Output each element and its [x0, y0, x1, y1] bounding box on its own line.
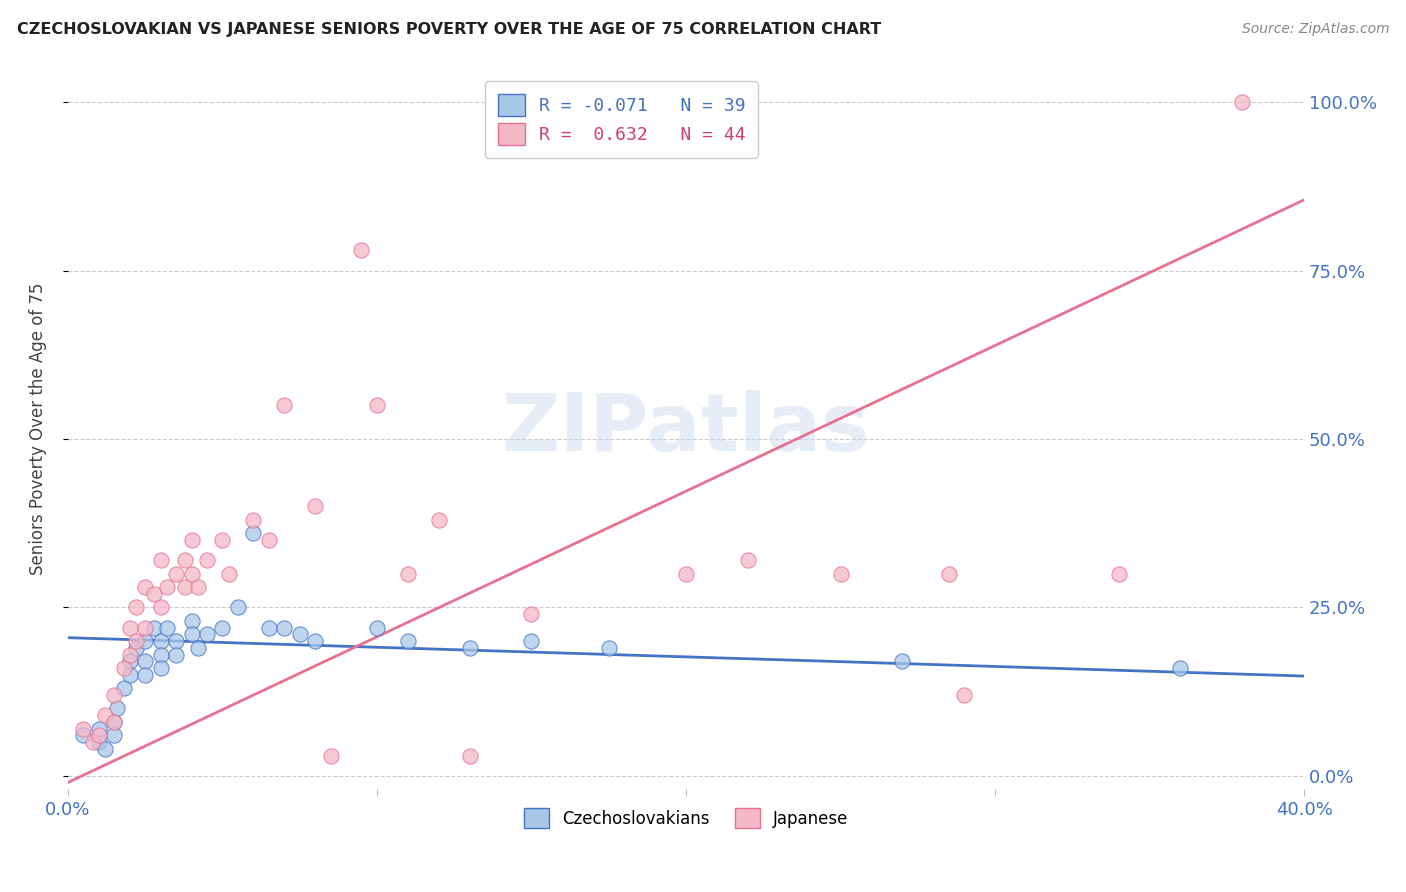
Point [103, 688, 125, 702]
Point [1232, 95, 1254, 110]
Point [396, 566, 419, 581]
Point [180, 566, 202, 581]
Text: CZECHOSLOVAKIAN VS JAPANESE SENIORS POVERTY OVER THE AGE OF 75 CORRELATION CHART: CZECHOSLOVAKIAN VS JAPANESE SENIORS POVE… [17, 22, 882, 37]
Point [520, 634, 543, 648]
Point [112, 661, 135, 675]
Point [257, 533, 280, 547]
Point [458, 748, 481, 763]
Point [165, 634, 187, 648]
Point [953, 688, 976, 702]
Point [304, 634, 326, 648]
Point [288, 627, 311, 641]
Point [165, 648, 187, 662]
Point [598, 640, 620, 655]
Point [72, 728, 94, 742]
Point [242, 513, 264, 527]
Y-axis label: Seniors Poverty Over the Age of 75: Seniors Poverty Over the Age of 75 [30, 283, 46, 575]
Point [118, 654, 141, 668]
Point [103, 714, 125, 729]
Point [195, 627, 218, 641]
Point [72, 722, 94, 736]
Point [134, 621, 156, 635]
Point [427, 513, 450, 527]
Point [94, 708, 117, 723]
Point [675, 566, 697, 581]
Point [103, 728, 125, 742]
Point [520, 607, 543, 621]
Point [174, 580, 197, 594]
Point [273, 398, 295, 412]
Point [737, 553, 759, 567]
Point [1170, 661, 1192, 675]
Point [187, 580, 209, 594]
Point [830, 566, 852, 581]
Point [134, 654, 156, 668]
Point [211, 533, 233, 547]
Point [149, 648, 172, 662]
Point [143, 587, 166, 601]
Point [366, 621, 388, 635]
Point [938, 566, 960, 581]
Point [118, 667, 141, 681]
Text: Source: ZipAtlas.com: Source: ZipAtlas.com [1241, 22, 1389, 37]
Point [226, 600, 249, 615]
Point [103, 714, 125, 729]
Point [319, 748, 342, 763]
Point [125, 600, 148, 615]
Point [149, 634, 172, 648]
Point [1108, 566, 1130, 581]
Point [149, 553, 172, 567]
Point [180, 627, 202, 641]
Point [304, 500, 326, 514]
Legend: Czechoslovakians, Japanese: Czechoslovakians, Japanese [517, 801, 855, 835]
Point [257, 621, 280, 635]
Point [366, 398, 388, 412]
Point [396, 634, 419, 648]
Point [891, 654, 914, 668]
Point [211, 621, 233, 635]
Point [94, 741, 117, 756]
Point [118, 621, 141, 635]
Point [174, 553, 197, 567]
Point [87, 735, 110, 749]
Point [273, 621, 295, 635]
Text: ZIPatlas: ZIPatlas [502, 390, 870, 468]
Point [180, 614, 202, 628]
Point [218, 566, 240, 581]
Point [118, 648, 141, 662]
Point [165, 566, 187, 581]
Point [350, 244, 373, 258]
Point [87, 722, 110, 736]
Point [87, 728, 110, 742]
Point [125, 634, 148, 648]
Point [156, 621, 179, 635]
Point [125, 640, 148, 655]
Point [149, 600, 172, 615]
Point [143, 621, 166, 635]
Point [82, 735, 104, 749]
Point [149, 661, 172, 675]
Point [195, 553, 218, 567]
Point [242, 526, 264, 541]
Point [134, 634, 156, 648]
Point [458, 640, 481, 655]
Point [134, 580, 156, 594]
Point [112, 681, 135, 696]
Point [105, 701, 128, 715]
Point [156, 580, 179, 594]
Point [187, 640, 209, 655]
Point [180, 533, 202, 547]
Point [134, 667, 156, 681]
